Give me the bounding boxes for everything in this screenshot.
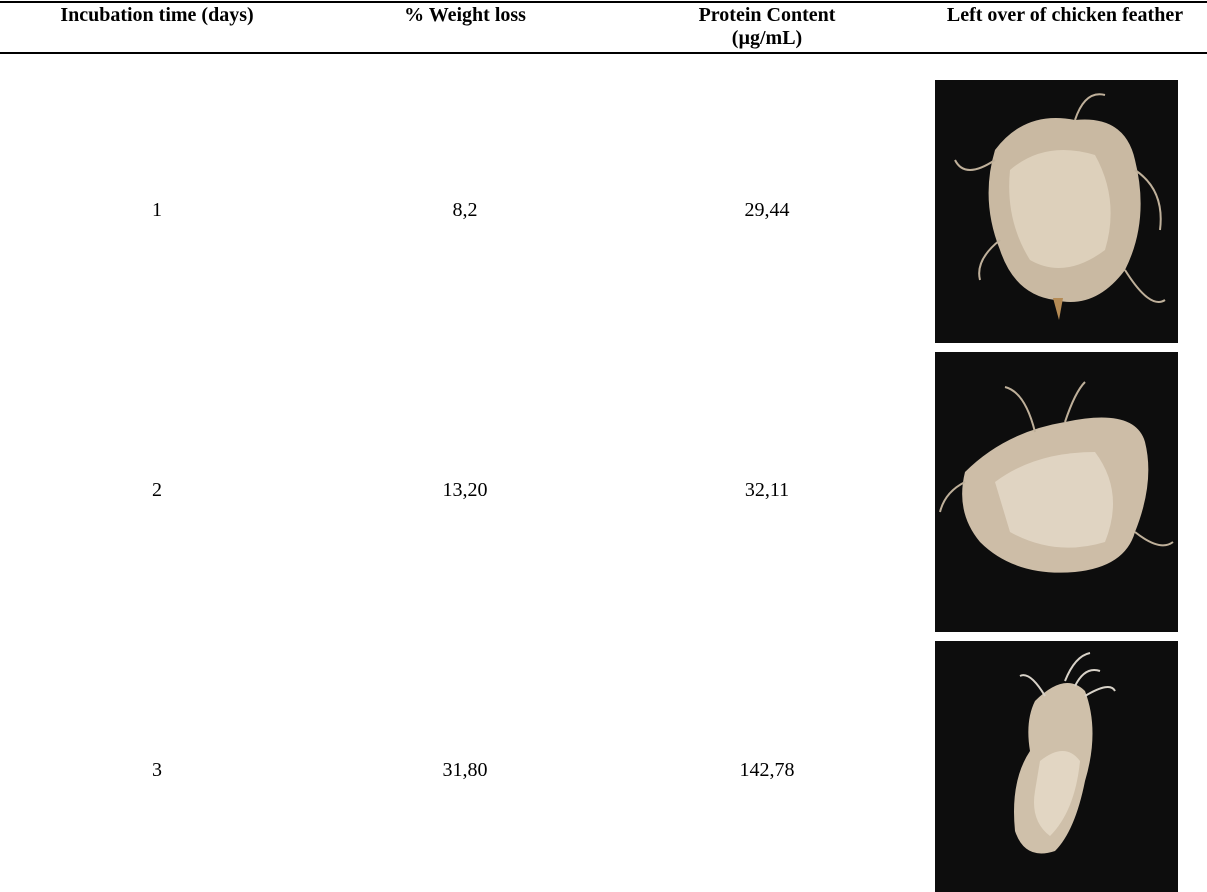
- table-cell: 1: [57, 198, 257, 222]
- table-cell: 3: [57, 758, 257, 782]
- table-cell: 13,20: [365, 478, 565, 502]
- table-cell: 2: [57, 478, 257, 502]
- table-cell: 31,80: [365, 758, 565, 782]
- header-cell: Incubation time (days): [27, 4, 287, 27]
- feather-photo: [935, 80, 1178, 343]
- feather-photo: [935, 641, 1178, 892]
- table-cell: 32,11: [667, 478, 867, 502]
- header-cell: Left over of chicken feather: [930, 4, 1200, 27]
- header-rule: [0, 52, 1207, 54]
- table-cell: 142,78: [667, 758, 867, 782]
- table-cell: 8,2: [365, 198, 565, 222]
- top-rule: [0, 1, 1207, 3]
- table-cell: 29,44: [667, 198, 867, 222]
- header-cell: Protein Content (µg/mL): [672, 4, 862, 50]
- header-cell: % Weight loss: [365, 4, 565, 27]
- feather-photo: [935, 352, 1178, 632]
- page: Incubation time (days) % Weight loss Pro…: [0, 0, 1207, 892]
